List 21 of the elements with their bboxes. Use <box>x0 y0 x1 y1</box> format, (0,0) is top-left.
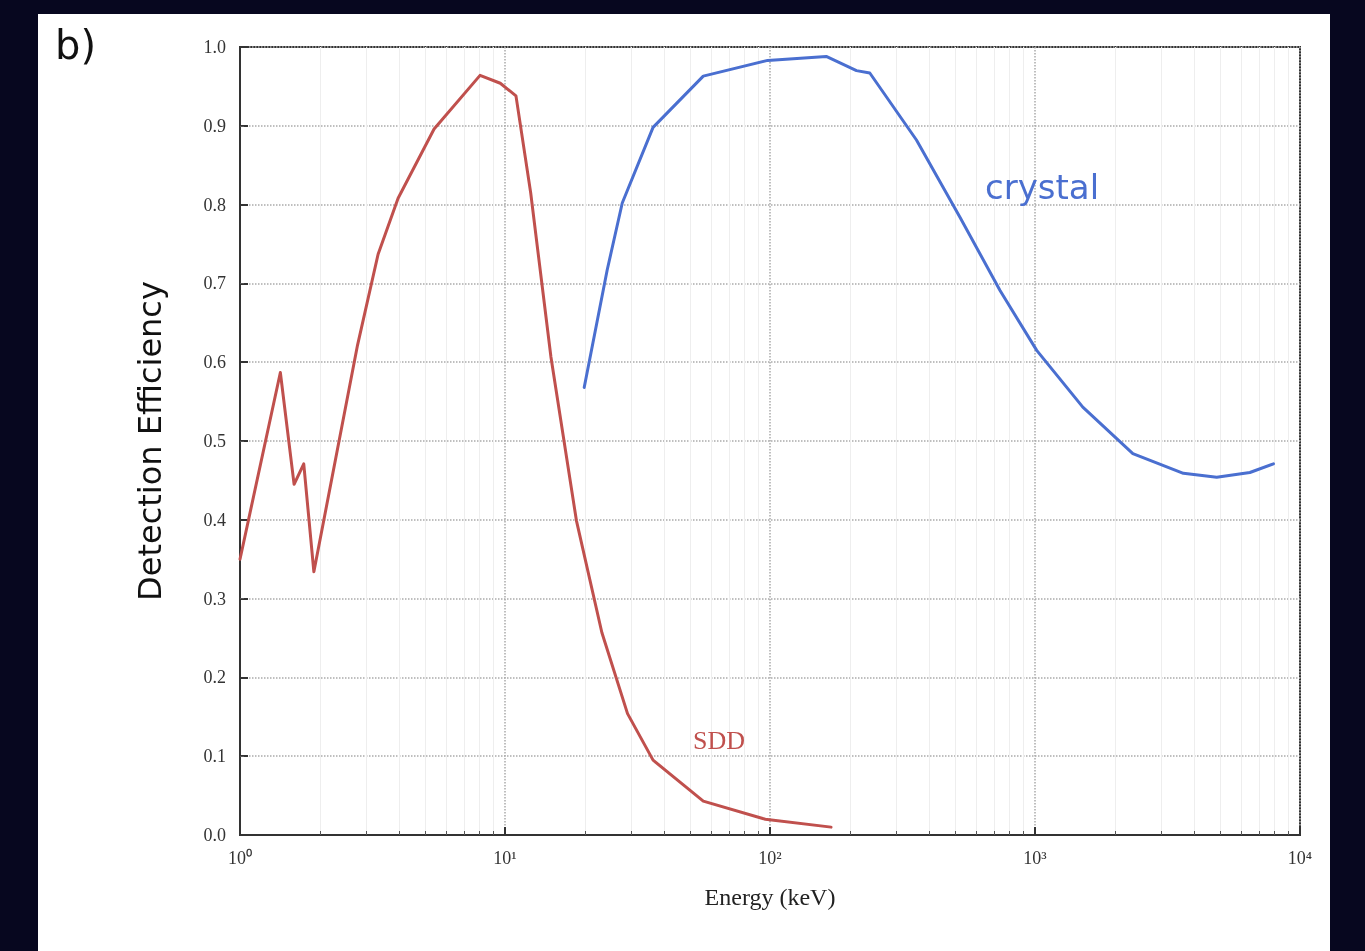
y-axis-title: Detection Efficiency <box>131 281 169 601</box>
x-tick-label: 10² <box>758 848 782 868</box>
x-axis-title: Energy (keV) <box>704 884 836 910</box>
y-tick-label: 0.7 <box>203 273 226 294</box>
series-label: SDD <box>693 725 746 755</box>
x-tick-label: 10⁴ <box>1287 848 1313 868</box>
y-tick-label: 0.0 <box>203 825 226 845</box>
y-tick-label: 0.8 <box>203 194 226 215</box>
chart-title: b) <box>55 22 96 68</box>
y-tick-label: 0.5 <box>203 431 226 451</box>
y-tick-label: 1.0 <box>203 37 226 57</box>
y-tick-label: 0.4 <box>203 509 226 530</box>
x-tick-label: 10¹ <box>493 848 517 868</box>
x-tick-label: 10⁰ <box>228 848 252 868</box>
y-tick-label: 0.6 <box>203 352 226 373</box>
y-tick-label: 0.2 <box>203 667 226 688</box>
y-tick-label: 0.9 <box>203 115 226 136</box>
y-tick-label: 0.3 <box>203 588 226 609</box>
series-label: crystal <box>984 167 1100 208</box>
x-tick-label: 10³ <box>1023 848 1048 868</box>
y-tick-label: 0.1 <box>203 746 226 767</box>
